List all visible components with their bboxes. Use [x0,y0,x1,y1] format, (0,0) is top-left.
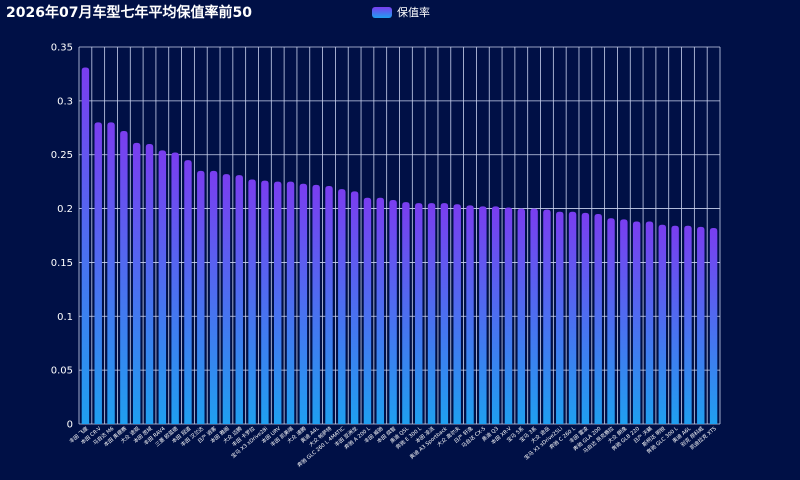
bar[interactable]: 本田 思域: 0.26 [145,143,154,424]
y-tick-label: 0.15 [51,258,73,269]
bar[interactable]: 斯柯达 明锐: 0.185 [658,224,667,424]
legend-label: 保值率 [397,6,430,19]
bar[interactable]: 大众 途观: 0.261 [132,142,141,424]
bar[interactable]: 奔驰 C 260 L: 0.197 [568,211,577,424]
bar[interactable]: 大众 途岳: 0.199 [543,209,551,424]
y-tick-label: 0.35 [51,43,73,54]
bar[interactable]: 奥迪 Q5L: 0.206 [402,202,410,424]
bar[interactable]: 大众 帕萨特: 0.221 [325,185,333,424]
bar[interactable]: 奔驰 GLA 200: 0.195 [594,213,602,424]
bar[interactable]: 本田 凌派: 0.205 [427,203,436,424]
bar[interactable]: 奔驰 GLB 220: 0.188 [632,221,641,424]
bar[interactable]: 奥迪 A3 Sportback: 0.205 [440,203,449,424]
bar[interactable]: 别克 昂科威: 0.183 [697,226,705,424]
bar[interactable]: 马自达 昂克赛拉: 0.191 [607,218,615,424]
chart-title: 2026年07月车型七年平均保值率前50 [6,5,252,21]
grid [78,46,721,425]
bar[interactable]: 本田 CR-V: 0.28 [94,122,102,425]
bar[interactable]: 本田 缤智: 0.208 [389,199,397,424]
bar[interactable]: 日产 逍客: 0.235 [209,170,218,424]
bar[interactable]: 本田 雅阁: 0.232 [222,174,231,424]
bar[interactable]: 丰田 凯美瑞: 0.225 [286,181,295,424]
bar[interactable]: 奥迪 A6L: 0.184 [684,225,692,424]
bar[interactable]: 本田 URV: 0.225 [273,181,282,424]
y-tick-label: 0.25 [51,150,73,161]
bar[interactable]: 奔驰 A 200 L: 0.21 [363,197,372,424]
legend-swatch [372,6,392,18]
bar[interactable]: 宝马 X1 sDrive25Li: 0.197 [556,211,564,424]
bar[interactable]: 凯迪拉克 XT5: 0.182 [709,227,718,424]
bar[interactable]: 奔驰 E 300 L: 0.205 [415,203,423,424]
bar[interactable]: 大众 迈腾: 0.231 [235,175,243,424]
bar[interactable]: 奔驰 GLC 300 L: 0.184 [671,225,679,424]
bar[interactable]: 宝马 5系: 0.2 [517,208,526,424]
y-tick-label: 0.1 [57,312,73,323]
bar[interactable]: 丰田 亚洲龙: 0.216 [350,191,359,424]
bar[interactable]: 奥迪 Q3: 0.202 [491,206,500,424]
y-tick-label: 0 [67,420,73,431]
bar[interactable]: 丰田 飞度: 0.331 [81,67,90,425]
y-tick-label: 0.2 [57,204,73,215]
bar[interactable]: 马自达 CX-5: 0.202 [479,206,487,424]
bar[interactable]: 丰田 RAV4: 0.254 [158,150,167,425]
y-tick-label: 0.3 [57,96,73,107]
bar[interactable]: 大众 速腾: 0.223 [299,183,308,424]
bar[interactable]: 本田 奥德赛: 0.272 [120,131,128,424]
bar[interactable]: 大众 朗逸: 0.19 [620,219,628,424]
bar[interactable]: 本田 XR-V: 0.201 [504,207,513,424]
bar[interactable]: 丰田 汉兰达: 0.235 [197,170,205,424]
y-axis: 0 0.05 0.1 0.15 0.2 0.25 0.3 0.35 [51,43,73,431]
bar[interactable]: 丰田 威驰: 0.21 [376,197,384,424]
bars: 丰田 飞度: 0.331 本田 CR-V: 0.28 马自达 M6: 0.28 本田 … [81,67,718,425]
bar[interactable]: 宝马 3系: 0.2 [530,208,538,424]
y-tick-label: 0.05 [51,366,73,377]
bar[interactable]: 奥迪 A4L: 0.222 [312,184,320,424]
bar[interactable]: 日产 天籁: 0.188 [645,221,654,424]
legend[interactable]: 保值率 [372,4,430,20]
bar[interactable]: 丰田 雷凌: 0.196 [581,212,590,424]
bar[interactable]: 丰田 卡罗拉: 0.227 [248,179,256,424]
bar[interactable]: 本田 冠道: 0.245 [184,160,192,424]
bar[interactable]: 大众 高尔夫: 0.204 [453,204,461,424]
bar[interactable]: 奔驰 GLC 260 L 4MATIC: 0.218 [338,189,346,424]
bar[interactable]: 日产 轩逸: 0.203 [466,205,474,424]
bar[interactable]: 三菱 欧蓝德: 0.252 [171,152,179,424]
bar[interactable]: 马自达 M6: 0.28 [107,122,115,425]
bar[interactable]: 宝马 X3 xDrive28i: 0.226 [261,180,269,424]
